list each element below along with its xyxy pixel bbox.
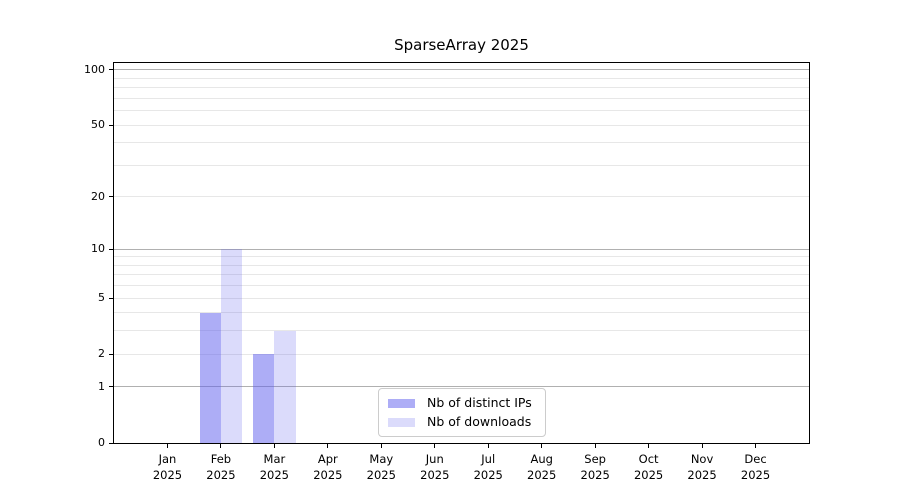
gridline-minor-8 (114, 264, 809, 266)
x-tick-label-jun: Jun 2025 (420, 452, 450, 482)
gridline-minor-60 (114, 110, 809, 112)
x-tick-jun (434, 444, 436, 448)
x-tick-oct (648, 444, 650, 448)
x-tick-feb (220, 444, 222, 448)
gridline-major-1 (114, 386, 809, 388)
gridline-major-100 (114, 69, 809, 71)
y-tick-50 (109, 124, 113, 126)
gridline-minor-9 (114, 256, 809, 258)
x-tick-label-may: May 2025 (366, 452, 396, 482)
y-tick-0 (109, 442, 113, 444)
gridline-minor-7 (114, 274, 809, 276)
y-tick-2 (109, 353, 113, 355)
gridline-minor-50 (114, 124, 809, 126)
gridline-minor-2 (114, 353, 809, 355)
x-tick-label-dec: Dec 2025 (740, 452, 771, 482)
y-tick-label-10: 10 (91, 242, 105, 256)
legend-label-downloads: Nb of downloads (427, 414, 532, 429)
gridline-minor-5 (114, 297, 809, 299)
gridline-major-10 (114, 248, 809, 250)
y-tick-label-20: 20 (91, 189, 105, 203)
x-tick-label-jul: Jul 2025 (473, 452, 503, 482)
x-tick-label-apr: Apr 2025 (313, 452, 343, 482)
x-tick-mar (273, 444, 275, 448)
x-tick-label-sep: Sep 2025 (580, 452, 610, 482)
bar-feb-downloads (220, 249, 243, 443)
gridline-minor-90 (114, 77, 809, 79)
x-tick-dec (755, 444, 757, 448)
legend-item-downloads: Nb of downloads (388, 414, 536, 430)
x-tick-label-jan: Jan 2025 (152, 452, 183, 482)
chart-title: SparseArray 2025 (394, 36, 529, 54)
legend: Nb of distinct IPs Nb of downloads (378, 388, 546, 437)
y-tick-label-2: 2 (98, 347, 105, 361)
x-tick-aug (541, 444, 543, 448)
x-tick-nov (701, 444, 703, 448)
legend-swatch-distinct-ips (388, 398, 415, 408)
y-tick-100 (109, 69, 113, 71)
y-tick-10 (109, 248, 113, 250)
x-tick-jan (166, 444, 168, 448)
x-tick-label-nov: Nov 2025 (687, 452, 717, 482)
gridline-minor-20 (114, 196, 809, 198)
x-tick-may (380, 444, 382, 448)
bar-mar-downloads (274, 330, 296, 443)
y-tick-20 (109, 196, 113, 198)
plot-area (113, 62, 810, 444)
y-tick-label-100: 100 (84, 62, 105, 76)
x-tick-label-mar: Mar 2025 (259, 452, 290, 482)
y-tick-label-50: 50 (91, 118, 105, 132)
y-tick-label-1: 1 (98, 379, 105, 393)
x-tick-label-aug: Aug 2025 (527, 452, 557, 482)
gridline-minor-80 (114, 87, 809, 89)
bar-feb-distinct-ips (199, 312, 221, 443)
x-tick-sep (594, 444, 596, 448)
gridline-minor-40 (114, 142, 809, 144)
y-tick-label-5: 5 (98, 291, 105, 305)
gridline-minor-6 (114, 285, 809, 287)
bar-mar-distinct-ips (252, 354, 275, 443)
x-tick-jul (487, 444, 489, 448)
x-tick-label-feb: Feb 2025 (206, 452, 236, 482)
gridline-minor-70 (114, 97, 809, 99)
x-tick-label-oct: Oct 2025 (633, 452, 664, 482)
y-tick-5 (109, 297, 113, 299)
legend-swatch-downloads (388, 417, 415, 427)
legend-label-distinct-ips: Nb of distinct IPs (427, 395, 532, 410)
gridline-minor-3 (114, 330, 809, 332)
legend-item-distinct-ips: Nb of distinct IPs (388, 395, 536, 411)
x-tick-apr (327, 444, 329, 448)
y-tick-label-0: 0 (98, 436, 105, 449)
y-tick-1 (109, 386, 113, 388)
gridline-minor-4 (114, 312, 809, 314)
gridline-minor-30 (114, 164, 809, 166)
